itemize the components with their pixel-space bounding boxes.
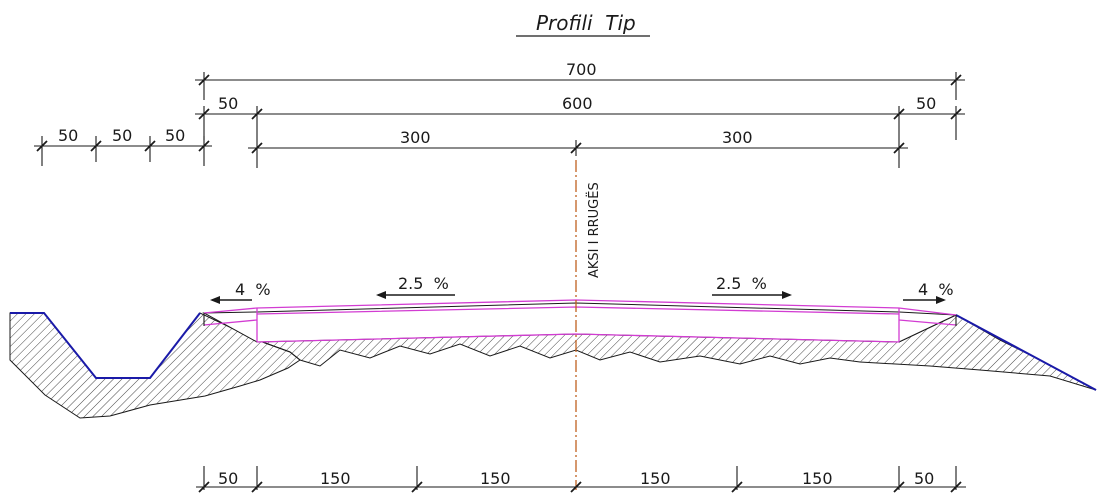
ground-profile xyxy=(9,312,1097,419)
dim-bottom-3-label: 150 xyxy=(640,469,671,488)
dim-bottom-1-label: 150 xyxy=(320,469,351,488)
bottom-dimensions: 50 150 150 150 150 50 xyxy=(196,466,966,493)
dim-bottom-left-shoulder-label: 50 xyxy=(218,469,238,488)
dim-ditch-2-label: 50 xyxy=(112,126,132,145)
dim-carriageway-label: 600 xyxy=(562,94,593,113)
slope-annotations: 4 % 2.5 % 2.5 % 4 % xyxy=(210,274,954,304)
dim-bottom-right-shoulder-label: 50 xyxy=(914,469,934,488)
dim-total-label: 700 xyxy=(566,60,597,79)
dim-bottom-2-label: 150 xyxy=(480,469,511,488)
road-axis: AKSI I RRUGËS xyxy=(575,160,602,490)
dim-left-lane-label: 300 xyxy=(400,128,431,147)
slope-left-lane-label: 2.5 % xyxy=(398,274,449,293)
slope-right-lane-label: 2.5 % xyxy=(716,274,767,293)
dim-right-lane-label: 300 xyxy=(722,128,753,147)
dim-left-shoulder-label: 50 xyxy=(218,94,238,113)
drawing-title: Profili Tip xyxy=(536,11,636,35)
top-dimensions: 700 50 600 50 300 300 50 50 50 xyxy=(34,60,965,168)
dim-right-shoulder-label: 50 xyxy=(916,94,936,113)
dim-ditch-1-label: 50 xyxy=(58,126,78,145)
slope-right-shoulder-label: 4 % xyxy=(918,280,954,299)
dim-bottom-4-label: 150 xyxy=(802,469,833,488)
road-axis-label: AKSI I RRUGËS xyxy=(586,182,602,278)
slope-left-shoulder-label: 4 % xyxy=(235,280,271,299)
dim-ditch-3-label: 50 xyxy=(165,126,185,145)
